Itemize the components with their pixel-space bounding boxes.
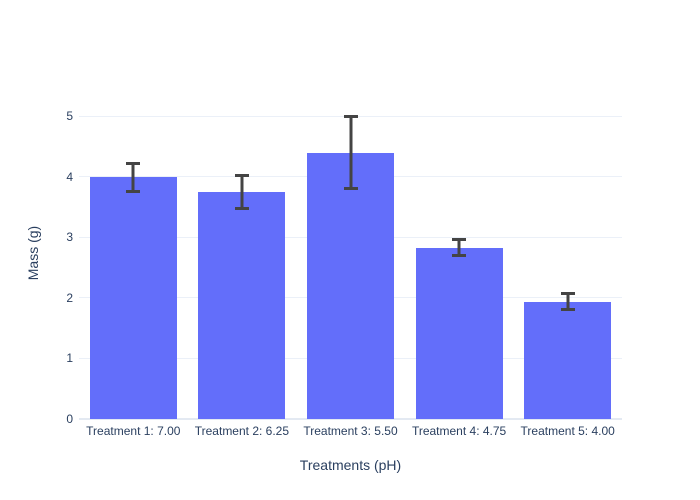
error-bar-5-stem [566, 292, 570, 311]
y-tick-label-5: 5 [66, 109, 73, 124]
error-bar-1-cap-bottom [126, 190, 141, 194]
error-bar-3 [343, 115, 358, 191]
x-tick-label-3: Treatment 3: 5.50 [303, 424, 398, 438]
error-bar-2-cap-bottom [234, 207, 249, 211]
error-bar-4-cap-bottom [452, 254, 467, 258]
y-tick-label-2: 2 [66, 290, 73, 305]
error-bar-2-stem [240, 173, 244, 211]
x-tick-label-5: Treatment 5: 4.00 [520, 424, 615, 438]
bar-3[interactable] [307, 152, 394, 419]
error-bar-4 [452, 237, 467, 258]
y-tick-label-3: 3 [66, 230, 73, 245]
error-bar-1 [126, 161, 141, 194]
x-tick-label-1: Treatment 1: 7.00 [86, 424, 181, 438]
bar-1[interactable] [89, 177, 177, 419]
x-axis-zeroline [79, 418, 622, 420]
y-tick-label-0: 0 [66, 412, 73, 426]
x-tick-label-2: Treatment 2: 6.25 [194, 424, 290, 438]
error-bar-1-stem [131, 161, 135, 194]
x-tick-label-4: Treatment 4: 4.75 [411, 424, 507, 438]
error-bar-5 [560, 292, 575, 311]
y-tick-label-4: 4 [66, 169, 73, 184]
bar-5[interactable] [524, 301, 612, 419]
bar-2[interactable] [198, 191, 286, 419]
plot-area[interactable] [79, 86, 622, 420]
error-bar-4-stem [457, 237, 461, 258]
bar-4[interactable] [415, 247, 503, 419]
error-bar-5-cap-bottom [560, 307, 575, 311]
y-tick-label-1: 1 [66, 351, 73, 366]
error-bar-3-stem [349, 115, 352, 191]
error-bar-2 [234, 173, 249, 211]
x-axis-title: Treatments (pH) [299, 457, 402, 473]
error-bar-3-cap-bottom [343, 187, 358, 191]
